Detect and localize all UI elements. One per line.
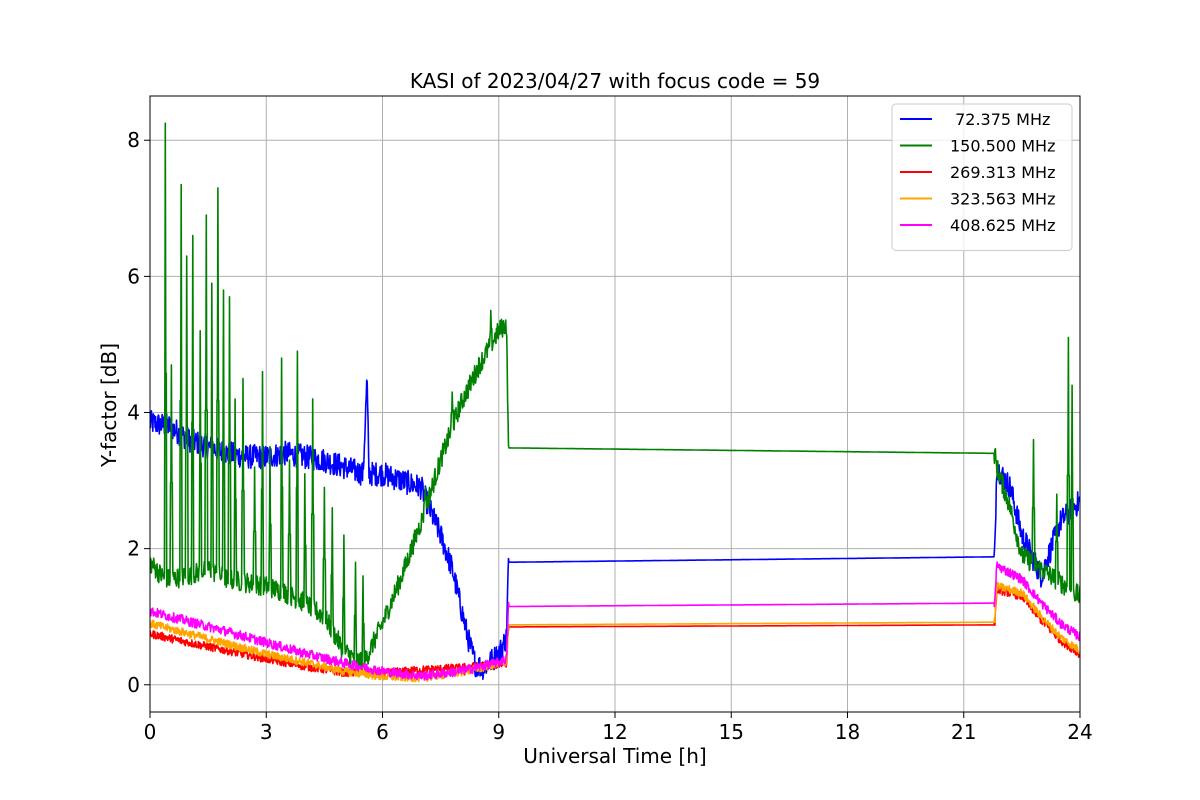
x-tick-label: 12	[602, 720, 627, 744]
legend-item: 408.625 MHz	[900, 216, 1055, 235]
series-line-1	[150, 379, 1080, 681]
x-axis-label: Universal Time [h]	[523, 744, 706, 768]
x-tick-label: 21	[951, 720, 976, 744]
x-tick-label: 9	[492, 720, 505, 744]
series-1	[150, 379, 1080, 681]
y-axis-label: Y-factor [dB]	[97, 343, 121, 468]
y-tick-label: 8	[127, 128, 140, 152]
legend-item: 269.313 MHz	[900, 163, 1055, 182]
x-tick-label: 18	[835, 720, 860, 744]
series-5	[150, 561, 1080, 681]
legend-label: 408.625 MHz	[950, 216, 1055, 235]
x-tick-label: 15	[719, 720, 744, 744]
legend-label: 269.313 MHz	[950, 163, 1055, 182]
y-tick-label: 6	[127, 264, 140, 288]
x-tick-label: 3	[260, 720, 273, 744]
legend-label: 72.375 MHz	[950, 110, 1050, 129]
x-tick-label: 6	[376, 720, 389, 744]
series-layer	[150, 122, 1080, 683]
y-tick-label: 4	[127, 401, 140, 425]
series-line-5	[150, 561, 1080, 681]
series-4	[150, 581, 1080, 683]
series-line-4	[150, 581, 1080, 683]
legend-item: 323.563 MHz	[900, 190, 1055, 209]
y-tick-label: 0	[127, 673, 140, 697]
series-line-3	[150, 585, 1080, 678]
legend-label: 323.563 MHz	[950, 190, 1055, 209]
series-3	[150, 585, 1080, 678]
chart-title: KASI of 2023/04/27 with focus code = 59	[410, 69, 820, 93]
y-tick-label: 2	[127, 537, 140, 561]
x-tick-label: 0	[144, 720, 157, 744]
legend-item: 72.375 MHz	[900, 110, 1050, 129]
x-tick-label: 24	[1067, 720, 1092, 744]
legend-item: 150.500 MHz	[900, 137, 1055, 156]
series-2	[150, 122, 1080, 675]
series-line-2	[150, 122, 1080, 675]
legend-label: 150.500 MHz	[950, 137, 1055, 156]
legend: 72.375 MHz 150.500 MHz 269.313 MHz 323.563 …	[891, 103, 1073, 251]
legend-box	[891, 103, 1073, 251]
